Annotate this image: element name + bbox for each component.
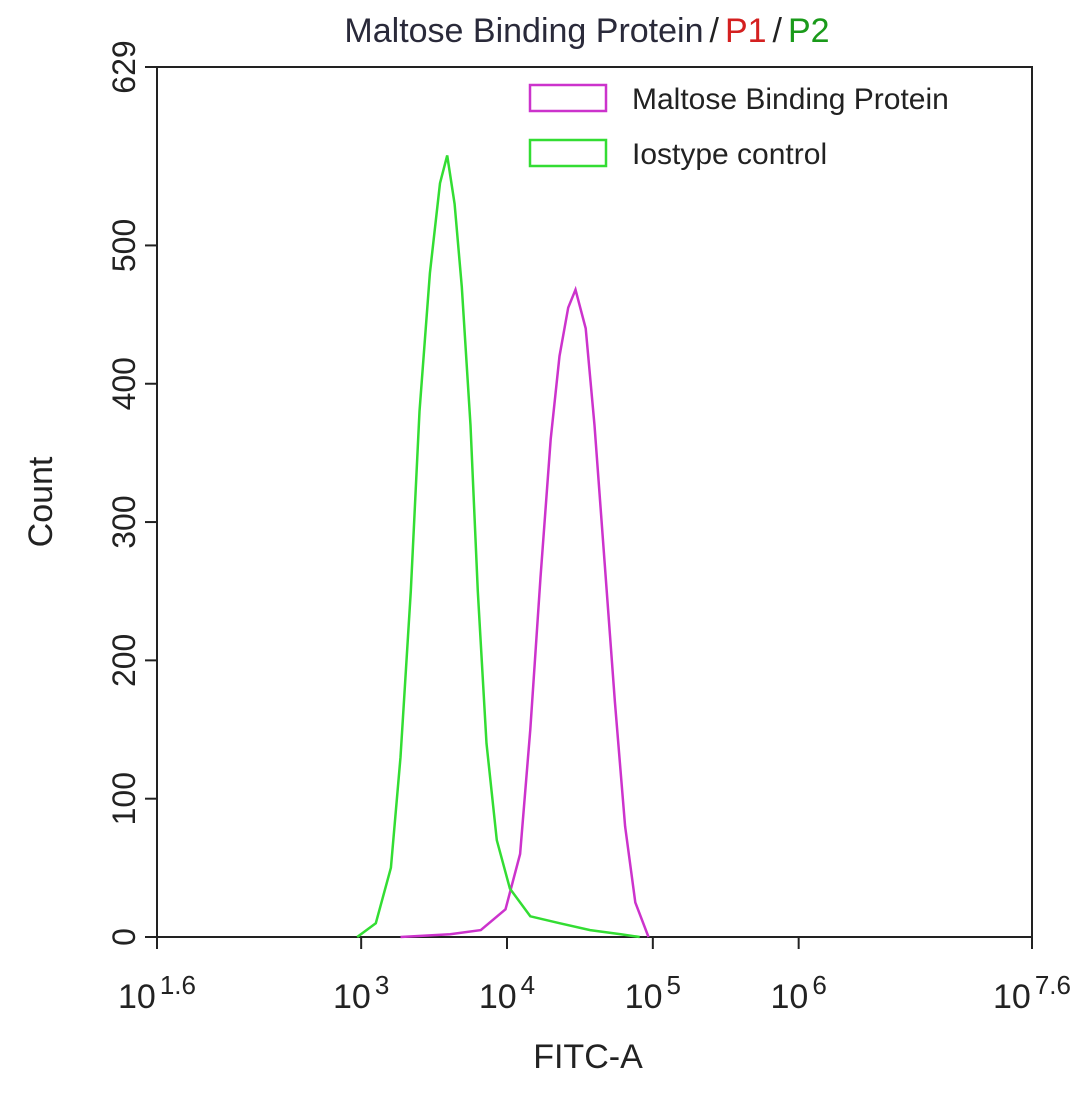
y-tick-label: 100 (106, 772, 142, 825)
x-axis-label: FITC-A (533, 1038, 643, 1076)
y-tick-label: 0 (106, 928, 142, 946)
legend-swatch (528, 83, 608, 113)
x-tick-base: 10 (625, 978, 663, 1016)
x-tick-exponent: 4 (521, 970, 535, 1000)
x-tick-label: 10 1.6 (118, 970, 196, 1016)
x-tick-exponent: 5 (667, 970, 681, 1000)
histogram-line (400, 285, 650, 939)
title-part: Maltose Binding Protein (344, 12, 703, 50)
x-tick-exponent: 3 (375, 970, 389, 1000)
y-tick-label: 300 (106, 495, 142, 548)
x-tick-base: 10 (479, 978, 517, 1016)
x-tick-base: 10 (118, 978, 156, 1016)
title-part: P1 (725, 12, 767, 50)
y-axis-label: Count (22, 456, 60, 547)
legend-swatch (528, 138, 608, 168)
y-tick-label: 629 (106, 40, 142, 93)
x-tick-exponent: 7.6 (1035, 970, 1071, 1000)
x-tick-label: 10 5 (625, 970, 681, 1016)
title-separator: / (710, 12, 720, 50)
x-tick-base: 10 (333, 978, 371, 1016)
title-part: P2 (788, 12, 830, 50)
y-tick-label: 400 (106, 357, 142, 410)
y-tick-label: 500 (106, 219, 142, 272)
x-tick-label: 10 4 (479, 970, 535, 1016)
x-tick-exponent: 6 (812, 970, 826, 1000)
y-tick-label: 200 (106, 634, 142, 687)
chart-title: Maltose Binding Protein / P1/P2 (344, 12, 829, 50)
x-tick-label: 10 6 (771, 970, 827, 1016)
x-tick-exponent: 1.6 (160, 970, 196, 1000)
title-separator: / (773, 12, 783, 50)
legend-label: Maltose Binding Protein (632, 83, 949, 116)
x-tick-base: 10 (771, 978, 809, 1016)
x-tick-base: 10 (993, 978, 1031, 1016)
x-tick-label: 10 3 (333, 970, 389, 1016)
histogram-line (356, 155, 640, 939)
x-tick-label: 10 7.6 (993, 970, 1071, 1016)
legend-label: Iostype control (632, 138, 827, 171)
plot-frame (156, 66, 1033, 938)
